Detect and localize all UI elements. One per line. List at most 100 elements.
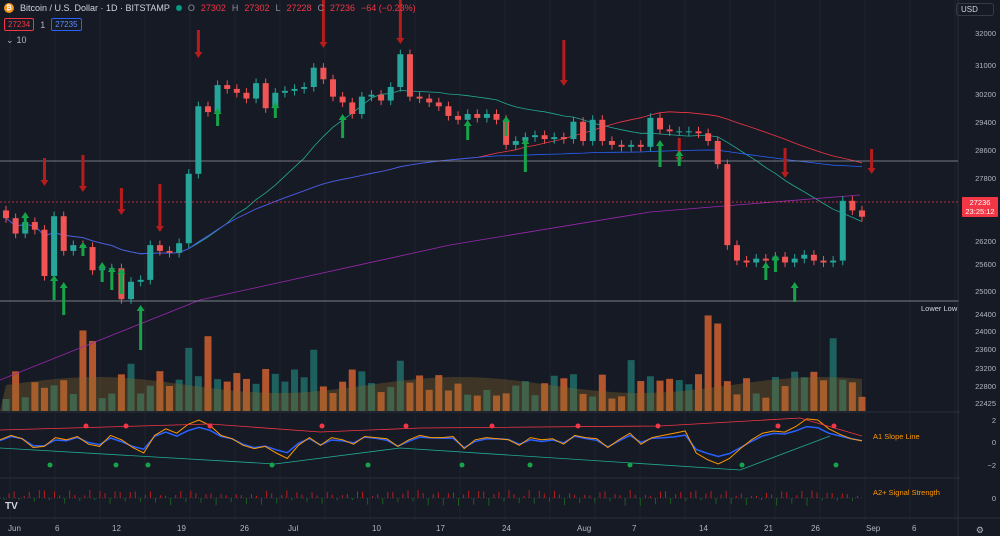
- a1-bottom-dot: [365, 462, 371, 468]
- volume-bar: [416, 375, 424, 411]
- price-tick: 22425: [975, 399, 996, 408]
- price-tick: 30200: [975, 90, 996, 99]
- buy-button[interactable]: 27235: [51, 18, 82, 31]
- candle-body: [378, 94, 385, 101]
- candle-body: [647, 117, 654, 147]
- candle-body: [301, 87, 308, 89]
- sell-arrow-head: [194, 52, 203, 58]
- buy-arrow-head: [59, 282, 68, 288]
- volume-bar: [31, 382, 39, 411]
- buy-arrow-head: [338, 114, 347, 120]
- volume-bar: [762, 397, 770, 411]
- currency-select[interactable]: USD: [956, 3, 994, 16]
- buy-arrow-head: [107, 266, 116, 272]
- candle-body: [676, 131, 683, 133]
- low-label: L: [275, 3, 281, 13]
- volume-bar: [310, 349, 318, 411]
- volume-bar: [300, 377, 308, 411]
- buy-arrow-head: [521, 138, 530, 144]
- high-label: H: [231, 3, 239, 13]
- volume-bar: [194, 376, 202, 411]
- osc2-tick-zero: 0: [991, 494, 996, 503]
- osc1-tick-top: 2: [991, 416, 996, 425]
- volume-bar: [714, 323, 722, 411]
- volume-bar: [839, 379, 847, 411]
- volume-bar: [137, 393, 145, 411]
- candle-body: [291, 88, 298, 91]
- volume-bar: [214, 379, 222, 411]
- volume-bar: [685, 384, 693, 411]
- date-tick: 26: [811, 524, 820, 533]
- candle-body: [397, 54, 404, 87]
- a1-bottom-dot: [527, 462, 533, 468]
- horizontal-levels: [0, 160, 958, 302]
- candles: [3, 49, 865, 304]
- price-tick: 26200: [975, 237, 996, 246]
- price-tick: 23600: [975, 345, 996, 354]
- volume-bar: [675, 380, 683, 411]
- candle-body: [657, 117, 664, 130]
- volume-bar: [233, 373, 241, 411]
- candle-body: [147, 245, 154, 280]
- candle-body: [637, 144, 644, 147]
- candle-body: [435, 102, 442, 107]
- volume-bar: [271, 373, 279, 411]
- a2-signal-strength-label: A2+ Signal Strength: [873, 488, 940, 497]
- candle-body: [724, 164, 731, 246]
- candle-body: [262, 83, 269, 109]
- indicator-toggle[interactable]: ⌄ 10: [6, 35, 27, 46]
- buy-arrow-head: [21, 212, 30, 218]
- candle-body: [416, 96, 423, 99]
- a1-top-dot: [655, 423, 661, 429]
- date-tick: Aug: [577, 524, 592, 533]
- candle-body: [195, 106, 202, 174]
- candle-body: [406, 54, 413, 97]
- symbol-header: ₿ Bitcoin / U.S. Dollar · 1D · BITSTAMP …: [4, 3, 416, 13]
- candle-body: [60, 216, 67, 251]
- candle-body: [233, 88, 240, 93]
- volume-bar: [704, 315, 712, 411]
- volume-bar: [502, 393, 510, 411]
- candle-body: [839, 200, 846, 261]
- volume-bar: [483, 389, 491, 411]
- buy-arrow-head: [271, 102, 280, 108]
- volume-bar: [656, 380, 664, 411]
- volume-bar: [79, 330, 87, 411]
- sell-arrow-head: [396, 38, 405, 44]
- candle-body: [820, 260, 827, 263]
- candle-body: [753, 258, 760, 263]
- volume-bar: [435, 375, 443, 411]
- chevron-down-icon[interactable]: ⌄: [6, 35, 14, 45]
- a1-bottom-dot: [47, 462, 53, 468]
- candle-body: [705, 133, 712, 141]
- volume-bar: [848, 382, 856, 411]
- tradingview-logo-icon[interactable]: TV: [5, 501, 18, 512]
- current-price-value: 27236: [969, 198, 991, 207]
- volume-bar: [21, 397, 29, 411]
- symbol-title[interactable]: Bitcoin / U.S. Dollar · 1D · BITSTAMP: [20, 3, 170, 13]
- volume-bar: [223, 381, 231, 411]
- candle-body: [666, 129, 673, 132]
- date-tick: 12: [112, 524, 121, 533]
- volume-bar: [50, 385, 58, 411]
- date-tick: 17: [436, 524, 445, 533]
- buy-arrow-head: [117, 268, 126, 274]
- gear-icon[interactable]: ⚙: [975, 525, 984, 535]
- close-value: 27236: [330, 3, 356, 13]
- volume-bar: [694, 374, 702, 411]
- a1-top-dot: [319, 423, 325, 429]
- candle-body: [810, 254, 817, 261]
- sell-button[interactable]: 27234: [4, 18, 35, 31]
- volume-bar: [560, 378, 568, 411]
- price-tick: 25600: [975, 260, 996, 269]
- volume-bar: [98, 398, 106, 411]
- candle-body: [387, 87, 394, 101]
- a1-top-dot: [489, 423, 495, 429]
- trade-row: 27234 1 27235: [4, 18, 82, 31]
- buy-arrow-head: [50, 275, 59, 281]
- candle-body: [714, 141, 721, 165]
- volume-bar: [598, 374, 606, 411]
- volume-bar: [348, 369, 356, 411]
- date-tick: 26: [240, 524, 249, 533]
